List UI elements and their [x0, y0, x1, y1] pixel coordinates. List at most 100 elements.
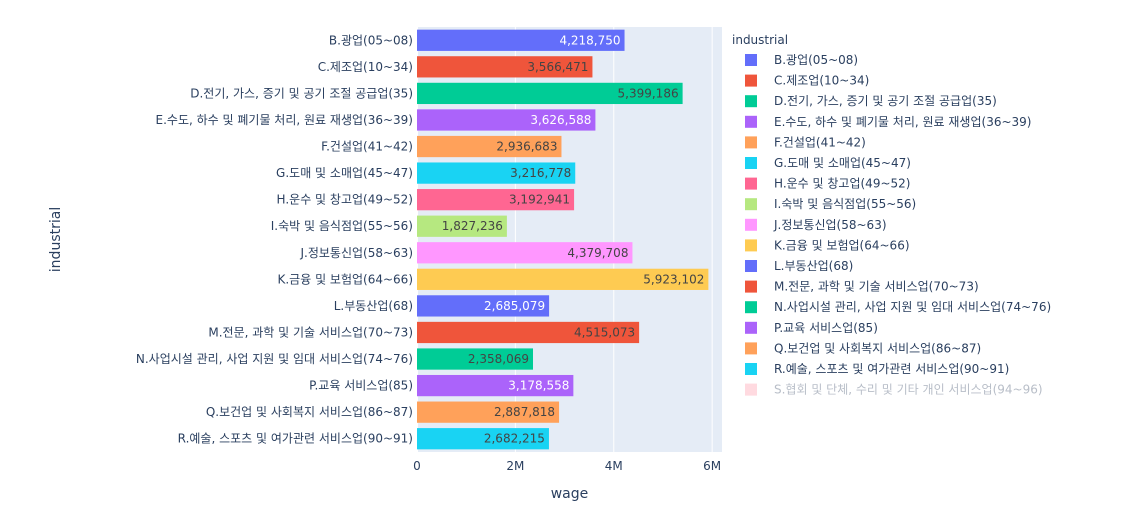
legend-label-12: N.사업시설 관리, 사업 지원 및 임대 서비스업(74~76)	[774, 300, 1051, 314]
legend-item-3[interactable]: E.수도, 하수 및 폐기물 처리, 원료 재생업(36~39)	[745, 115, 1031, 129]
legend-swatch-9	[745, 239, 757, 252]
legend-label-14: Q.보건업 및 사회복지 서비스업(86~87)	[774, 341, 981, 355]
legend-label-5: G.도매 및 소매업(45~47)	[774, 156, 911, 170]
legend-swatch-15	[745, 363, 757, 375]
y-tick-label-13: P.교육 서비스업(85)	[309, 379, 413, 393]
legend-label-4: F.건설업(41~42)	[774, 135, 866, 149]
x-axis-title: wage	[551, 486, 589, 502]
legend-swatch-16	[745, 383, 757, 396]
bar-12[interactable]	[417, 348, 534, 370]
y-tick-label-10: L.부동산업(68)	[334, 299, 413, 313]
y-tick-label-12: N.사업시설 관리, 사업 지원 및 임대 서비스업(74~76)	[136, 352, 413, 366]
bar-value-label-0: 4,218,750	[559, 33, 620, 47]
bar-value-label-10: 2,685,079	[484, 299, 545, 313]
legend-swatch-12	[745, 301, 757, 314]
legend-item-1[interactable]: C.제조업(10~34)	[745, 74, 869, 88]
bar-4[interactable]	[417, 135, 562, 158]
legend-label-7: I.숙박 및 음식점업(55~56)	[774, 197, 916, 211]
x-tick-label-2: 4M	[605, 459, 623, 473]
y-tick-label-11: M.전문, 과학 및 기술 서비스업(70~73)	[208, 325, 413, 339]
bar-value-labels: 4,218,750 3,566,471 5,399,186 3,626,588 2,93…	[442, 33, 705, 445]
legend-swatch-11	[745, 280, 757, 293]
legend-label-0: B.광업(05~08)	[774, 53, 858, 67]
bar-9[interactable]	[417, 268, 709, 290]
legend-label-13: P.교육 서비스업(85)	[774, 321, 878, 335]
bar-10[interactable]	[417, 295, 550, 317]
bar-3[interactable]	[417, 109, 596, 131]
y-tick-label-4: F.건설업(41~42)	[321, 140, 413, 154]
legend-swatch-2	[745, 95, 757, 108]
y-tick-label-9: K.금융 및 보험업(64~66)	[277, 272, 413, 286]
legend-item-16[interactable]: S.협회 및 단체, 수리 및 기타 개인 서비스업(94~96)	[745, 383, 1043, 397]
y-tick-label-2: D.전기, 가스, 증기 및 공기 조절 공급업(35)	[190, 86, 413, 100]
bar-value-label-6: 3,192,941	[509, 193, 570, 207]
bar-value-label-2: 5,399,186	[618, 86, 679, 100]
y-tick-label-1: C.제조업(10~34)	[318, 60, 413, 74]
y-tick-label-7: I.숙박 및 음식점업(55~56)	[271, 219, 413, 233]
legend-swatch-3	[745, 115, 757, 128]
bar-15[interactable]	[417, 428, 549, 450]
y-tick-label-0: B.광업(05~08)	[329, 33, 413, 47]
legend-item-2[interactable]: D.전기, 가스, 증기 및 공기 조절 공급업(35)	[745, 94, 997, 108]
legend-swatch-4	[745, 136, 757, 149]
bar-11[interactable]	[417, 321, 640, 344]
legend-label-1: C.제조업(10~34)	[774, 74, 869, 88]
bar-5[interactable]	[417, 162, 576, 184]
legend-swatch-7	[745, 198, 757, 211]
x-tick-label-0: 0	[413, 459, 421, 473]
legend-swatch-10	[745, 260, 757, 272]
bar-value-label-1: 3,566,471	[527, 60, 588, 74]
bar-value-label-5: 3,216,778	[510, 166, 571, 180]
y-tick-label-15: R.예술, 스포츠 및 여가관련 서비스업(90~91)	[178, 432, 413, 446]
legend-title: industrial	[732, 33, 788, 47]
bar-14[interactable]	[417, 401, 560, 423]
legend-swatch-6	[745, 177, 757, 190]
legend-item-8[interactable]: J.정보통신업(58~63)	[745, 218, 887, 232]
legend-item-5[interactable]: G.도매 및 소매업(45~47)	[745, 156, 911, 170]
bar-0[interactable]	[417, 29, 625, 51]
y-tick-labels: B.광업(05~08) C.제조업(10~34) D.전기, 가스, 증기 및 공기…	[136, 33, 413, 445]
legend-item-6[interactable]: H.운수 및 창고업(49~52)	[745, 177, 910, 191]
legend-item-13[interactable]: P.교육 서비스업(85)	[745, 321, 878, 335]
x-tick-labels: 0 2M 4M 6M	[413, 459, 721, 473]
y-tick-label-14: Q.보건업 및 사회복지 서비스업(86~87)	[206, 405, 413, 419]
legend-item-15[interactable]: R.예술, 스포츠 및 여가관련 서비스업(90~91)	[745, 362, 1009, 376]
bar-1[interactable]	[417, 56, 593, 78]
legend-label-15: R.예술, 스포츠 및 여가관련 서비스업(90~91)	[774, 362, 1009, 376]
bar-value-label-15: 2,682,215	[484, 432, 545, 446]
legend[interactable]: industrial B.광업(05~08) C.제조업(10~34) D.전기, …	[732, 33, 1051, 397]
y-tick-label-3: E.수도, 하수 및 폐기물 처리, 원료 재생업(36~39)	[156, 113, 413, 127]
legend-swatch-5	[745, 157, 757, 169]
bar-value-label-13: 3,178,558	[508, 379, 569, 393]
legend-item-4[interactable]: F.건설업(41~42)	[745, 135, 866, 149]
legend-swatch-8	[745, 218, 757, 231]
legend-item-10[interactable]: L.부동산업(68)	[745, 259, 853, 273]
legend-label-16: S.협회 및 단체, 수리 및 기타 개인 서비스업(94~96)	[774, 383, 1043, 397]
legend-item-11[interactable]: M.전문, 과학 및 기술 서비스업(70~73)	[745, 280, 979, 294]
bar-8[interactable]	[417, 242, 633, 264]
bar-2[interactable]	[417, 82, 683, 105]
legend-item-7[interactable]: I.숙박 및 음식점업(55~56)	[745, 197, 916, 211]
legend-swatch-0	[745, 54, 757, 66]
bar-value-label-12: 2,358,069	[468, 352, 529, 366]
legend-label-2: D.전기, 가스, 증기 및 공기 조절 공급업(35)	[774, 94, 997, 108]
y-tick-label-8: J.정보통신업(58~63)	[299, 246, 413, 260]
x-tick-label-1: 2M	[506, 459, 524, 473]
legend-item-9[interactable]: K.금융 및 보험업(64~66)	[745, 238, 910, 252]
bar-6[interactable]	[417, 189, 575, 211]
legend-label-11: M.전문, 과학 및 기술 서비스업(70~73)	[774, 280, 979, 294]
legend-swatch-14	[745, 342, 757, 355]
legend-label-8: J.정보통신업(58~63)	[773, 218, 887, 232]
bar-13[interactable]	[417, 374, 574, 397]
legend-item-12[interactable]: N.사업시설 관리, 사업 지원 및 임대 서비스업(74~76)	[745, 300, 1051, 314]
legend-item-0[interactable]: B.광업(05~08)	[745, 53, 858, 67]
bars	[417, 29, 709, 450]
y-tick-label-5: G.도매 및 소매업(45~47)	[276, 166, 413, 180]
legend-label-9: K.금융 및 보험업(64~66)	[774, 238, 910, 252]
legend-swatch-1	[745, 74, 757, 87]
bar-7[interactable]	[417, 215, 507, 237]
bar-value-label-8: 4,379,708	[567, 246, 628, 260]
x-tick-label-3: 6M	[703, 459, 721, 473]
legend-item-14[interactable]: Q.보건업 및 사회복지 서비스업(86~87)	[745, 341, 981, 355]
